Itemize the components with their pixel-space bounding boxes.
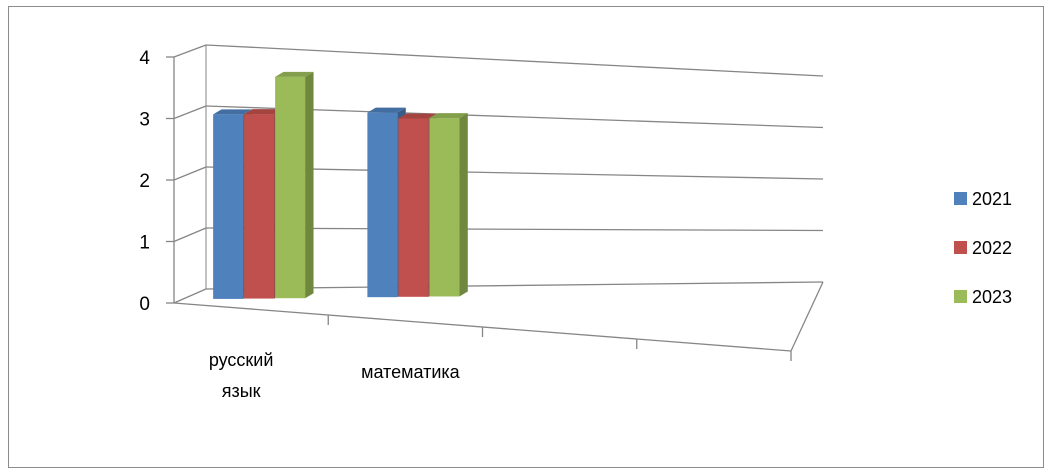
- bar-front[interactable]: [275, 76, 306, 299]
- chart-plot: 0 1 2 3 4 русский язык математика 2021 2022 2023: [139, 44, 1012, 401]
- side-gridline: [173, 166, 207, 181]
- bar-front[interactable]: [398, 118, 429, 297]
- legend-label: 2022: [972, 238, 1012, 258]
- bar-side[interactable]: [305, 71, 314, 299]
- x-tick-label: математика: [361, 362, 461, 382]
- bar-top[interactable]: [275, 71, 314, 77]
- bar-top[interactable]: [429, 113, 468, 119]
- legend-label: 2023: [972, 287, 1012, 307]
- chart-frame: 0 1 2 3 4 русский язык математика 2021 2022 2023: [8, 6, 1044, 468]
- y-tick-label: 0: [139, 294, 150, 315]
- side-gridline: [173, 44, 207, 58]
- y-tick-label: 2: [139, 171, 150, 192]
- bar-top[interactable]: [213, 109, 252, 115]
- y-tick-label: 4: [139, 48, 150, 69]
- bar-front[interactable]: [213, 114, 244, 299]
- bar-top[interactable]: [244, 109, 283, 115]
- side-gridline: [173, 105, 207, 120]
- y-tick-label: 1: [139, 233, 150, 254]
- legend-swatch: [954, 241, 967, 254]
- x-tick-label: русский: [209, 350, 274, 370]
- gridline: [205, 44, 824, 77]
- bar-side[interactable]: [459, 113, 468, 297]
- side-gridline: [173, 288, 207, 304]
- legend-swatch: [954, 192, 967, 205]
- bar-front[interactable]: [244, 114, 275, 299]
- legend-label: 2021: [972, 189, 1012, 209]
- bar-top[interactable]: [398, 113, 437, 119]
- side-gridline: [173, 227, 207, 243]
- bar-front[interactable]: [367, 112, 398, 298]
- bar-top[interactable]: [367, 107, 406, 113]
- x-tick-label: язык: [222, 381, 261, 401]
- legend-swatch: [954, 290, 967, 303]
- bar-front[interactable]: [429, 118, 460, 297]
- y-tick-label: 3: [139, 110, 150, 131]
- floor-right-edge: [790, 281, 824, 352]
